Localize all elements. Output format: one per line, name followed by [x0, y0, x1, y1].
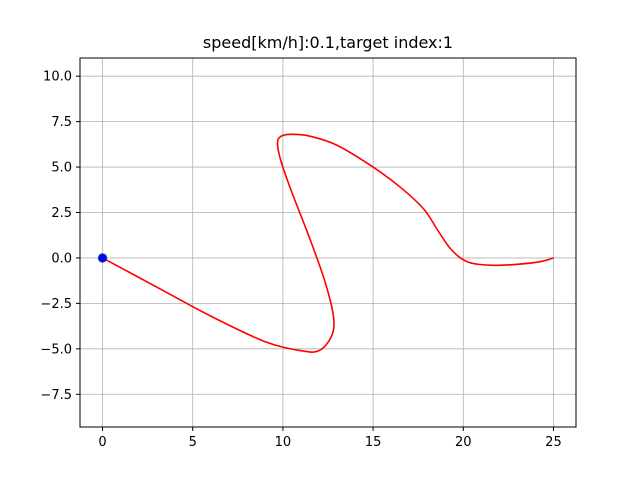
y-tick-label: 10.0 — [43, 70, 72, 85]
series-point-target — [97, 253, 108, 263]
x-tick-label: 20 — [455, 435, 472, 450]
y-tick-label: 5.0 — [51, 161, 72, 176]
x-tick-label: 15 — [365, 435, 382, 450]
y-tick-label: −5.0 — [40, 342, 72, 357]
y-tick-label: 0.0 — [51, 251, 72, 266]
y-tick-label: 7.5 — [51, 115, 72, 130]
axes-frame — [79, 57, 577, 428]
series-layer — [97, 133, 554, 353]
series-line-course — [102, 133, 554, 353]
y-tick-label: −2.5 — [40, 297, 72, 312]
x-tick-label: 0 — [98, 435, 106, 450]
y-tick-label: −7.5 — [40, 388, 72, 403]
y-tick-label: 2.5 — [51, 206, 72, 221]
x-tick-label: 5 — [189, 435, 197, 450]
x-tick-label: 10 — [275, 435, 292, 450]
tick-layer: 0 5 10 15 20 25 −7.5 −5.0 −2.5 0.0 2.5 5.0 7.5 10.0 — [40, 70, 561, 450]
chart-title: speed[km/h]:0.1,target index:1 — [203, 33, 453, 52]
x-tick-label: 25 — [545, 435, 562, 450]
grid-layer — [80, 58, 576, 427]
